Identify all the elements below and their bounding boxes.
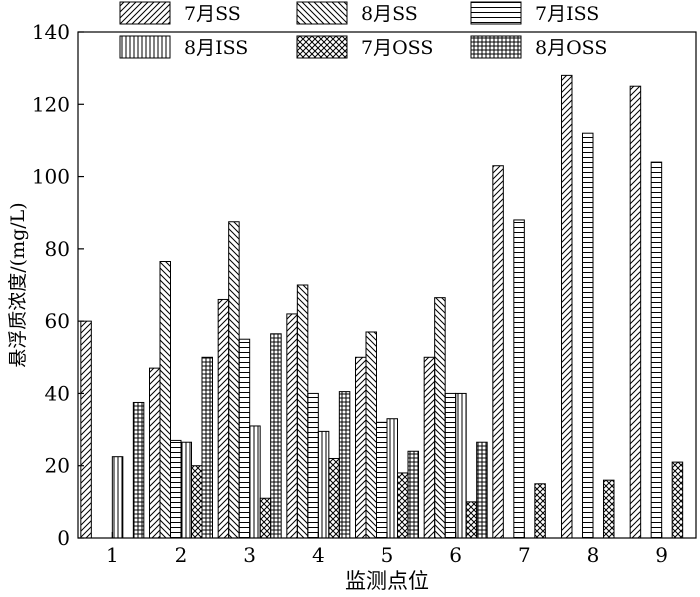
- x-axis: 1 2 3 4 5 6 7 8 9: [106, 532, 668, 567]
- y-axis-label: 悬浮质浓度/(mg/L): [7, 202, 29, 367]
- legend-label-cross-diag: 7月OSS: [361, 37, 433, 59]
- bar-diag-fwd-site-9: [629, 85, 642, 539]
- bar-diag-fwd-site-8: [561, 74, 573, 539]
- y-tick-label: 140: [32, 20, 70, 44]
- bar-grid-site-2: [201, 356, 213, 539]
- bar-cross-diag-site-2: [191, 465, 203, 539]
- bar-diag-fwd-site-1: [80, 320, 92, 539]
- bar-horizontal-site-8: [582, 132, 594, 539]
- y-tick-label: 80: [45, 237, 70, 261]
- bar-horizontal-site-9: [650, 161, 663, 539]
- bar-diag-back-site-2: [159, 261, 171, 539]
- bar-diag-fwd-site-5: [355, 356, 367, 539]
- legend-swatch-vertical: [119, 35, 171, 59]
- bar-grid-site-3: [270, 333, 282, 539]
- bar-vertical-site-2: [180, 441, 192, 539]
- bar-horizontal-site-7: [513, 219, 525, 539]
- bar-grid-site-5: [407, 450, 419, 539]
- x-tick-label-5: 5: [381, 543, 394, 567]
- y-tick-label: 100: [32, 165, 70, 189]
- bar-grid-site-1: [132, 401, 145, 539]
- bar-diag-back-site-6: [434, 297, 446, 539]
- y-tick-label: 60: [45, 309, 70, 333]
- bar-diag-fwd-site-2: [149, 367, 161, 539]
- bars-layer: [80, 74, 684, 539]
- x-tick-label-9: 9: [655, 543, 668, 567]
- bar-cross-diag-site-7: [534, 483, 546, 539]
- legend-swatch-horizontal: [470, 1, 522, 25]
- bar-horizontal-site-2: [170, 439, 182, 539]
- bar-diag-back-site-4: [296, 284, 309, 539]
- legend-swatch-diag-back: [296, 1, 348, 25]
- bar-vertical-site-4: [317, 430, 330, 539]
- bar-cross-diag-site-8: [603, 479, 615, 539]
- bar-diag-fwd-site-7: [492, 165, 504, 539]
- bar-diag-fwd-site-3: [217, 298, 230, 539]
- x-tick-label-7: 7: [518, 543, 531, 567]
- x-axis-label: 监测点位: [345, 569, 429, 593]
- x-tick-label-8: 8: [587, 543, 600, 567]
- legend-label-vertical: 8月ISS: [184, 37, 248, 59]
- legend-label-diag-back: 8月SS: [361, 3, 418, 25]
- bar-diag-fwd-site-6: [423, 356, 436, 539]
- bar-vertical-site-1: [111, 456, 124, 539]
- bar-horizontal-site-5: [376, 421, 388, 539]
- legend-swatch-diag-fwd: [119, 1, 171, 25]
- bar-cross-diag-site-9: [671, 461, 684, 539]
- y-tick-label: 0: [57, 526, 70, 550]
- legend: 7月SS 8月SS 7月ISS 8月ISS 7月OSS 8月OSS: [119, 1, 607, 59]
- x-tick-label-3: 3: [243, 543, 256, 567]
- y-tick-label: 40: [45, 381, 70, 405]
- bar-grid-site-4: [338, 391, 351, 539]
- bar-horizontal-site-6: [444, 392, 457, 539]
- bar-diag-back-site-5: [365, 331, 377, 539]
- y-tick-label: 120: [32, 92, 70, 116]
- bar-cross-diag-site-3: [259, 497, 272, 539]
- bar-diag-fwd-site-4: [286, 313, 298, 539]
- bar-diag-back-site-3: [228, 221, 240, 539]
- y-axis: 0 20 40 60 80 100 120 140: [32, 20, 84, 550]
- y-tick-label: 20: [45, 454, 70, 478]
- x-tick-label-4: 4: [312, 543, 325, 567]
- bar-cross-diag-site-4: [328, 457, 340, 539]
- legend-swatch-grid: [470, 35, 522, 59]
- x-tick-label-1: 1: [106, 543, 119, 567]
- x-tick-label-2: 2: [175, 543, 188, 567]
- bar-vertical-site-3: [249, 425, 261, 539]
- legend-swatch-cross-diag: [296, 35, 348, 59]
- bar-horizontal-site-4: [307, 392, 319, 539]
- legend-label-diag-fwd: 7月SS: [184, 3, 241, 25]
- bar-vertical-site-5: [386, 418, 398, 539]
- legend-label-grid: 8月OSS: [535, 37, 607, 59]
- legend-label-horizontal: 7月ISS: [535, 3, 599, 25]
- bar-horizontal-site-3: [238, 338, 251, 539]
- bar-cross-diag-site-6: [465, 501, 478, 539]
- bar-cross-diag-site-5: [397, 472, 409, 539]
- bar-grid-site-6: [476, 441, 488, 539]
- x-tick-label-6: 6: [449, 543, 462, 567]
- bar-vertical-site-6: [455, 392, 467, 539]
